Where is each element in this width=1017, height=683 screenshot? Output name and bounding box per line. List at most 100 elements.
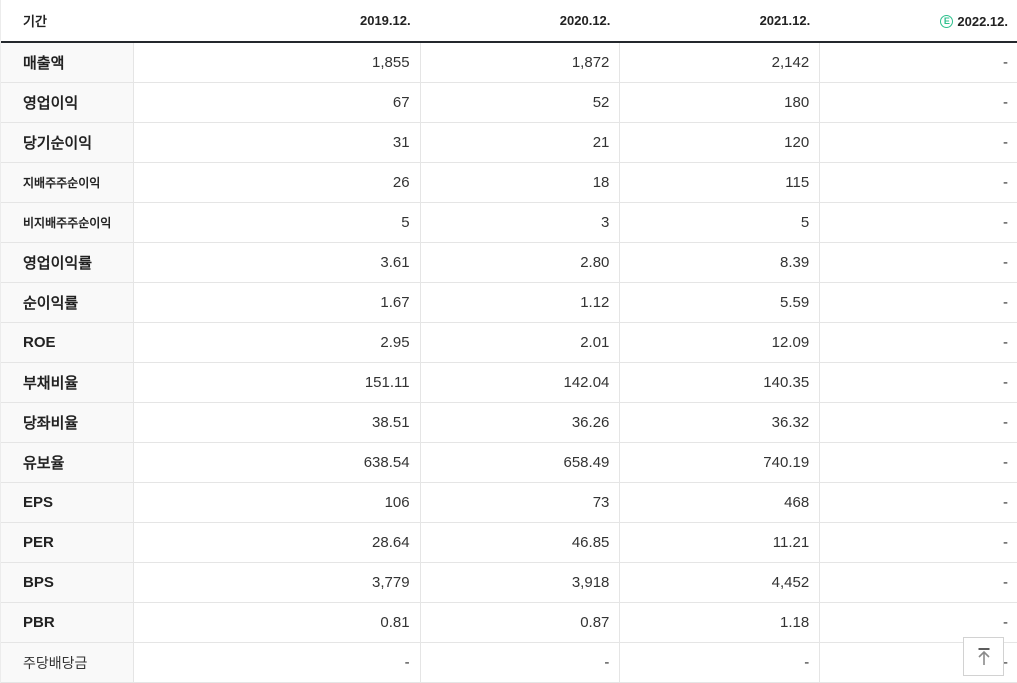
row-label: 부채비율 <box>1 363 134 402</box>
cell-2019-value: 151.11 <box>134 363 421 402</box>
row-label: 매출액 <box>1 43 134 82</box>
table-row: 비지배주주순이익 5 3 5 - <box>1 203 1017 243</box>
cell-2019-value: 28.64 <box>134 523 421 562</box>
cell-2021-value: 740.19 <box>620 443 821 482</box>
cell-2019-value: 26 <box>134 163 421 202</box>
scroll-to-top-arrow-icon <box>975 647 993 667</box>
cell-2020-value: - <box>421 643 621 682</box>
table-row: 지배주주순이익 26 18 115 - <box>1 163 1017 203</box>
cell-2021-value: 2,142 <box>620 43 821 82</box>
cell-2021-value: 36.32 <box>620 403 821 442</box>
row-label: 순이익률 <box>1 283 134 322</box>
table-row: PBR 0.81 0.87 1.18 - <box>1 603 1017 643</box>
cell-2019-value: 0.81 <box>134 603 421 642</box>
table-row: 주당배당금 - - - - <box>1 643 1017 683</box>
row-label: 당좌비율 <box>1 403 134 442</box>
cell-2019-value: 31 <box>134 123 421 162</box>
cell-2021-value: 468 <box>620 483 821 522</box>
cell-2020-value: 46.85 <box>421 523 621 562</box>
cell-2022-value: - <box>1002 94 1008 111</box>
cell-2019-value: 1.67 <box>134 283 421 322</box>
cell-2022-value: - <box>1002 654 1008 671</box>
cell-2021-value: 8.39 <box>620 243 821 282</box>
column-header-2022-12-estimate: E 2022.12. <box>820 12 1017 29</box>
cell-2019-value: 638.54 <box>134 443 421 482</box>
table-row: 매출액 1,855 1,872 2,142 - <box>1 43 1017 83</box>
table-body: 매출액 1,855 1,872 2,142 - 영업이익 67 52 180 -… <box>1 43 1017 683</box>
table-row: PER 28.64 46.85 11.21 - <box>1 523 1017 563</box>
cell-2020-value: 18 <box>421 163 621 202</box>
table-row: 영업이익률 3.61 2.80 8.39 - <box>1 243 1017 283</box>
cell-2021-value: 11.21 <box>620 523 821 562</box>
cell-2019-value: 2.95 <box>134 323 421 362</box>
cell-2021-value: 1.18 <box>620 603 821 642</box>
cell-2020-value: 142.04 <box>421 363 621 402</box>
row-label: 당기순이익 <box>1 123 134 162</box>
estimate-icon: E <box>940 15 954 28</box>
table-header-row: 기간 2019.12. 2020.12. 2021.12. E 2022.12. <box>1 0 1017 43</box>
row-label: EPS <box>1 483 134 522</box>
cell-2022-value: - <box>1002 334 1008 351</box>
cell-2022-value: - <box>1002 454 1008 471</box>
row-label: ROE <box>1 323 134 362</box>
cell-2020-value: 1.12 <box>421 283 621 322</box>
cell-2020-value: 3,918 <box>421 563 621 602</box>
cell-2022-value: - <box>1002 494 1008 511</box>
table-row: 유보율 638.54 658.49 740.19 - <box>1 443 1017 483</box>
cell-2021-value: - <box>620 643 821 682</box>
cell-2021-value: 12.09 <box>620 323 821 362</box>
cell-2021-value: 180 <box>620 83 821 122</box>
cell-2022-value: - <box>1002 614 1008 631</box>
cell-2020-value: 2.01 <box>421 323 621 362</box>
column-header-2019-12: 2019.12. <box>359 13 411 28</box>
cell-2021-value: 140.35 <box>620 363 821 402</box>
cell-2022-value: - <box>1002 574 1008 591</box>
row-label: 비지배주주순이익 <box>1 203 134 242</box>
column-header-2020-12: 2020.12. <box>559 13 611 28</box>
cell-2021-value: 5 <box>620 203 821 242</box>
cell-2022-value: - <box>1002 134 1008 151</box>
table-row: EPS 106 73 468 - <box>1 483 1017 523</box>
cell-2020-value: 2.80 <box>421 243 621 282</box>
row-label: PBR <box>1 603 134 642</box>
cell-2021-value: 5.59 <box>620 283 821 322</box>
cell-2020-value: 21 <box>421 123 621 162</box>
scroll-to-top-button[interactable] <box>963 637 1004 676</box>
cell-2022-value: - <box>1002 414 1008 431</box>
cell-2019-value: 3.61 <box>134 243 421 282</box>
cell-2020-value: 36.26 <box>421 403 621 442</box>
cell-2022-value: - <box>1002 374 1008 391</box>
cell-2019-value: 5 <box>134 203 421 242</box>
row-label: 유보율 <box>1 443 134 482</box>
cell-2021-value: 4,452 <box>620 563 821 602</box>
table-row: ROE 2.95 2.01 12.09 - <box>1 323 1017 363</box>
cell-2021-value: 115 <box>620 163 821 202</box>
cell-2019-value: 106 <box>134 483 421 522</box>
cell-2022-value: - <box>1002 174 1008 191</box>
cell-2022-value: - <box>1002 294 1008 311</box>
row-label: 지배주주순이익 <box>1 163 134 202</box>
table-row: 영업이익 67 52 180 - <box>1 83 1017 123</box>
cell-2019-value: 3,779 <box>134 563 421 602</box>
cell-2020-value: 0.87 <box>421 603 621 642</box>
cell-2021-value: 120 <box>620 123 821 162</box>
row-label: PER <box>1 523 134 562</box>
cell-2022-value: - <box>1002 214 1008 231</box>
cell-2020-value: 52 <box>421 83 621 122</box>
cell-2019-value: 67 <box>134 83 421 122</box>
cell-2020-value: 3 <box>421 203 621 242</box>
row-label: 주당배당금 <box>1 643 134 682</box>
cell-2022-value: - <box>1002 534 1008 551</box>
cell-2019-value: - <box>134 643 421 682</box>
cell-2019-value: 38.51 <box>134 403 421 442</box>
column-header-2021-12: 2021.12. <box>759 13 811 28</box>
table-row: 당기순이익 31 21 120 - <box>1 123 1017 163</box>
table-row: BPS 3,779 3,918 4,452 - <box>1 563 1017 603</box>
column-header-2022-label: 2022.12. <box>957 14 1008 29</box>
column-header-period: 기간 <box>23 14 47 29</box>
cell-2019-value: 1,855 <box>134 43 421 82</box>
row-label: 영업이익률 <box>1 243 134 282</box>
table-row: 부채비율 151.11 142.04 140.35 - <box>1 363 1017 403</box>
cell-2020-value: 73 <box>421 483 621 522</box>
